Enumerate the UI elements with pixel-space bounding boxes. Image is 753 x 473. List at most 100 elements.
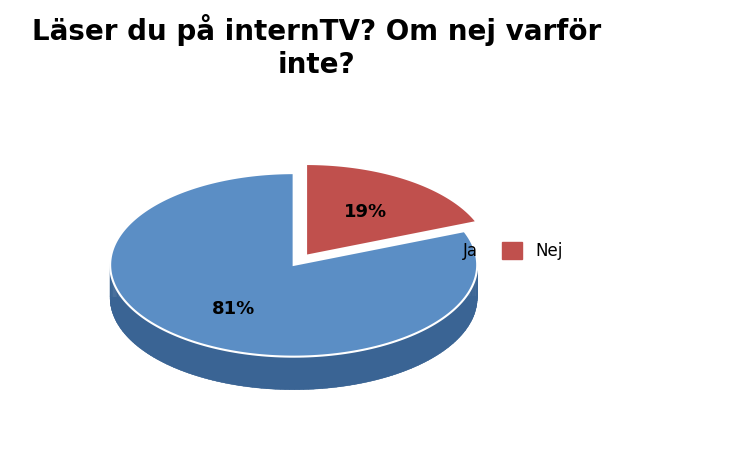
Polygon shape (167, 331, 170, 366)
Polygon shape (299, 357, 303, 390)
Polygon shape (221, 349, 226, 383)
Polygon shape (350, 351, 355, 385)
Polygon shape (415, 333, 418, 367)
Polygon shape (280, 357, 285, 390)
Polygon shape (137, 313, 140, 348)
Polygon shape (451, 310, 453, 345)
Polygon shape (446, 315, 448, 350)
Polygon shape (276, 356, 280, 389)
Polygon shape (200, 344, 205, 378)
Polygon shape (294, 357, 299, 390)
Text: 81%: 81% (212, 300, 255, 318)
Polygon shape (234, 352, 239, 385)
Polygon shape (217, 348, 221, 382)
Polygon shape (367, 348, 372, 382)
Polygon shape (174, 334, 178, 369)
Polygon shape (205, 345, 209, 379)
Polygon shape (372, 347, 376, 381)
Polygon shape (400, 338, 404, 373)
Polygon shape (130, 307, 133, 342)
Polygon shape (332, 354, 337, 388)
Polygon shape (303, 356, 309, 390)
Polygon shape (118, 292, 120, 327)
Text: 19%: 19% (344, 203, 388, 221)
Polygon shape (110, 296, 477, 390)
Polygon shape (407, 335, 411, 370)
Polygon shape (468, 291, 470, 326)
Polygon shape (459, 302, 462, 337)
Polygon shape (425, 327, 428, 362)
Polygon shape (178, 336, 181, 370)
Polygon shape (411, 334, 415, 368)
Polygon shape (140, 315, 142, 350)
Polygon shape (428, 325, 431, 360)
Polygon shape (441, 318, 443, 353)
Polygon shape (474, 280, 475, 315)
Polygon shape (346, 352, 350, 386)
Polygon shape (465, 296, 467, 331)
Polygon shape (463, 298, 465, 333)
Polygon shape (376, 346, 380, 380)
Polygon shape (157, 326, 160, 361)
Polygon shape (114, 285, 116, 320)
Polygon shape (271, 356, 276, 389)
Polygon shape (170, 333, 174, 368)
Polygon shape (471, 287, 472, 322)
Polygon shape (437, 320, 441, 355)
Polygon shape (380, 345, 384, 379)
Polygon shape (262, 355, 267, 389)
Polygon shape (181, 337, 184, 372)
Polygon shape (142, 317, 145, 352)
Polygon shape (239, 352, 243, 386)
Polygon shape (448, 312, 451, 347)
Polygon shape (358, 350, 363, 384)
Polygon shape (184, 339, 188, 373)
Polygon shape (193, 342, 197, 376)
Legend: Ja, Nej: Ja, Nej (422, 235, 570, 266)
Polygon shape (309, 356, 313, 389)
Polygon shape (133, 309, 135, 344)
Polygon shape (110, 173, 477, 357)
Polygon shape (248, 354, 252, 387)
Polygon shape (226, 350, 230, 384)
Polygon shape (267, 356, 271, 389)
Polygon shape (472, 284, 473, 319)
Polygon shape (458, 304, 459, 339)
Polygon shape (462, 300, 463, 335)
Polygon shape (113, 280, 114, 315)
Polygon shape (257, 355, 262, 388)
Polygon shape (456, 306, 458, 342)
Polygon shape (197, 343, 200, 377)
Polygon shape (117, 289, 118, 324)
Polygon shape (313, 356, 318, 389)
Polygon shape (341, 353, 346, 386)
Polygon shape (127, 303, 128, 338)
Polygon shape (327, 355, 332, 388)
Polygon shape (230, 351, 234, 385)
Polygon shape (306, 164, 477, 256)
Polygon shape (396, 340, 400, 374)
Polygon shape (337, 354, 341, 387)
Polygon shape (318, 356, 322, 389)
Polygon shape (384, 343, 389, 378)
Polygon shape (443, 316, 446, 351)
Polygon shape (163, 330, 167, 364)
Polygon shape (135, 311, 137, 346)
Polygon shape (124, 300, 127, 336)
Polygon shape (389, 342, 392, 377)
Polygon shape (322, 355, 327, 388)
Polygon shape (392, 341, 396, 376)
Polygon shape (151, 323, 154, 358)
Polygon shape (160, 328, 163, 363)
Polygon shape (355, 350, 358, 385)
Polygon shape (123, 298, 124, 333)
Polygon shape (128, 305, 130, 340)
Polygon shape (243, 353, 248, 387)
Polygon shape (404, 337, 407, 371)
Polygon shape (121, 296, 123, 332)
Polygon shape (213, 347, 217, 381)
Polygon shape (145, 319, 148, 354)
Polygon shape (154, 324, 157, 359)
Polygon shape (467, 293, 468, 328)
Polygon shape (422, 329, 425, 364)
